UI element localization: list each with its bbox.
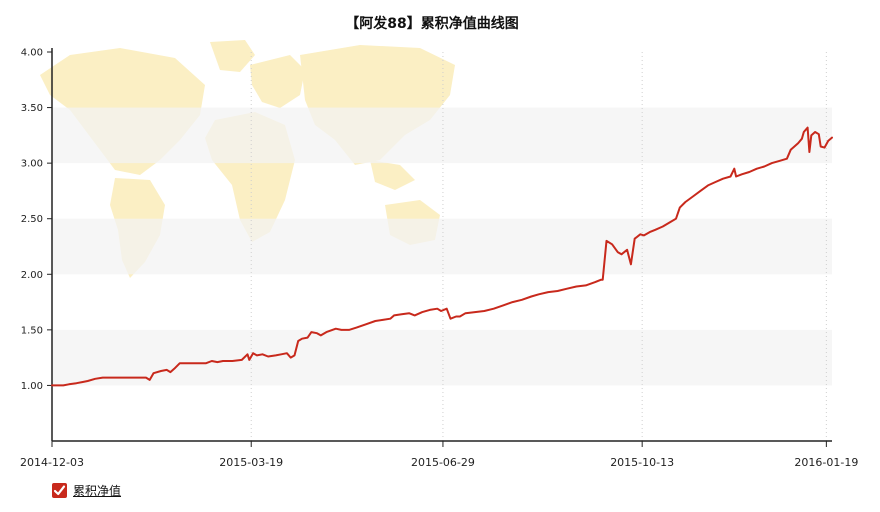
y-tick-label: 1.00 xyxy=(21,381,43,392)
map-greenland xyxy=(210,40,255,72)
grid-band xyxy=(52,218,832,275)
axes xyxy=(51,48,832,442)
series-line xyxy=(51,126,833,387)
grid-band xyxy=(52,329,832,386)
x-tick-label: 2014-12-03 xyxy=(20,456,84,469)
y-tick-label: 3.00 xyxy=(21,159,43,170)
map-southeast-asia xyxy=(370,160,415,190)
background-bands xyxy=(52,107,832,386)
x-tick-label: 2015-03-19 xyxy=(219,456,283,469)
x-tick-label: 2016-01-19 xyxy=(794,456,858,469)
y-tick-label: 3.50 xyxy=(21,103,43,114)
check-icon[interactable] xyxy=(52,482,67,498)
legend-item[interactable]: 累积净值 xyxy=(52,481,121,499)
series-layer xyxy=(51,126,833,387)
grid-band xyxy=(52,107,832,164)
y-tick-label: 1.50 xyxy=(21,325,43,336)
legend-label[interactable]: 累积净值 xyxy=(73,483,122,498)
x-axis-ticks: 2014-12-03 2015-03-19 2015-06-29 2015-10-13… xyxy=(20,441,858,469)
x-tick-label: 2015-06-29 xyxy=(411,456,475,469)
x-tick-label: 2015-10-13 xyxy=(610,456,674,469)
y-tick-label: 2.00 xyxy=(21,270,43,281)
y-tick-label: 2.50 xyxy=(21,214,43,225)
vertical-grid xyxy=(250,52,827,441)
chart-title: 【阿发88】累积净值曲线图 xyxy=(345,15,518,32)
y-axis-ticks: 1.00 1.50 2.00 2.50 3.00 3.50 4.00 xyxy=(21,48,52,392)
y-tick-label: 4.00 xyxy=(21,48,43,59)
map-europe xyxy=(250,55,305,108)
